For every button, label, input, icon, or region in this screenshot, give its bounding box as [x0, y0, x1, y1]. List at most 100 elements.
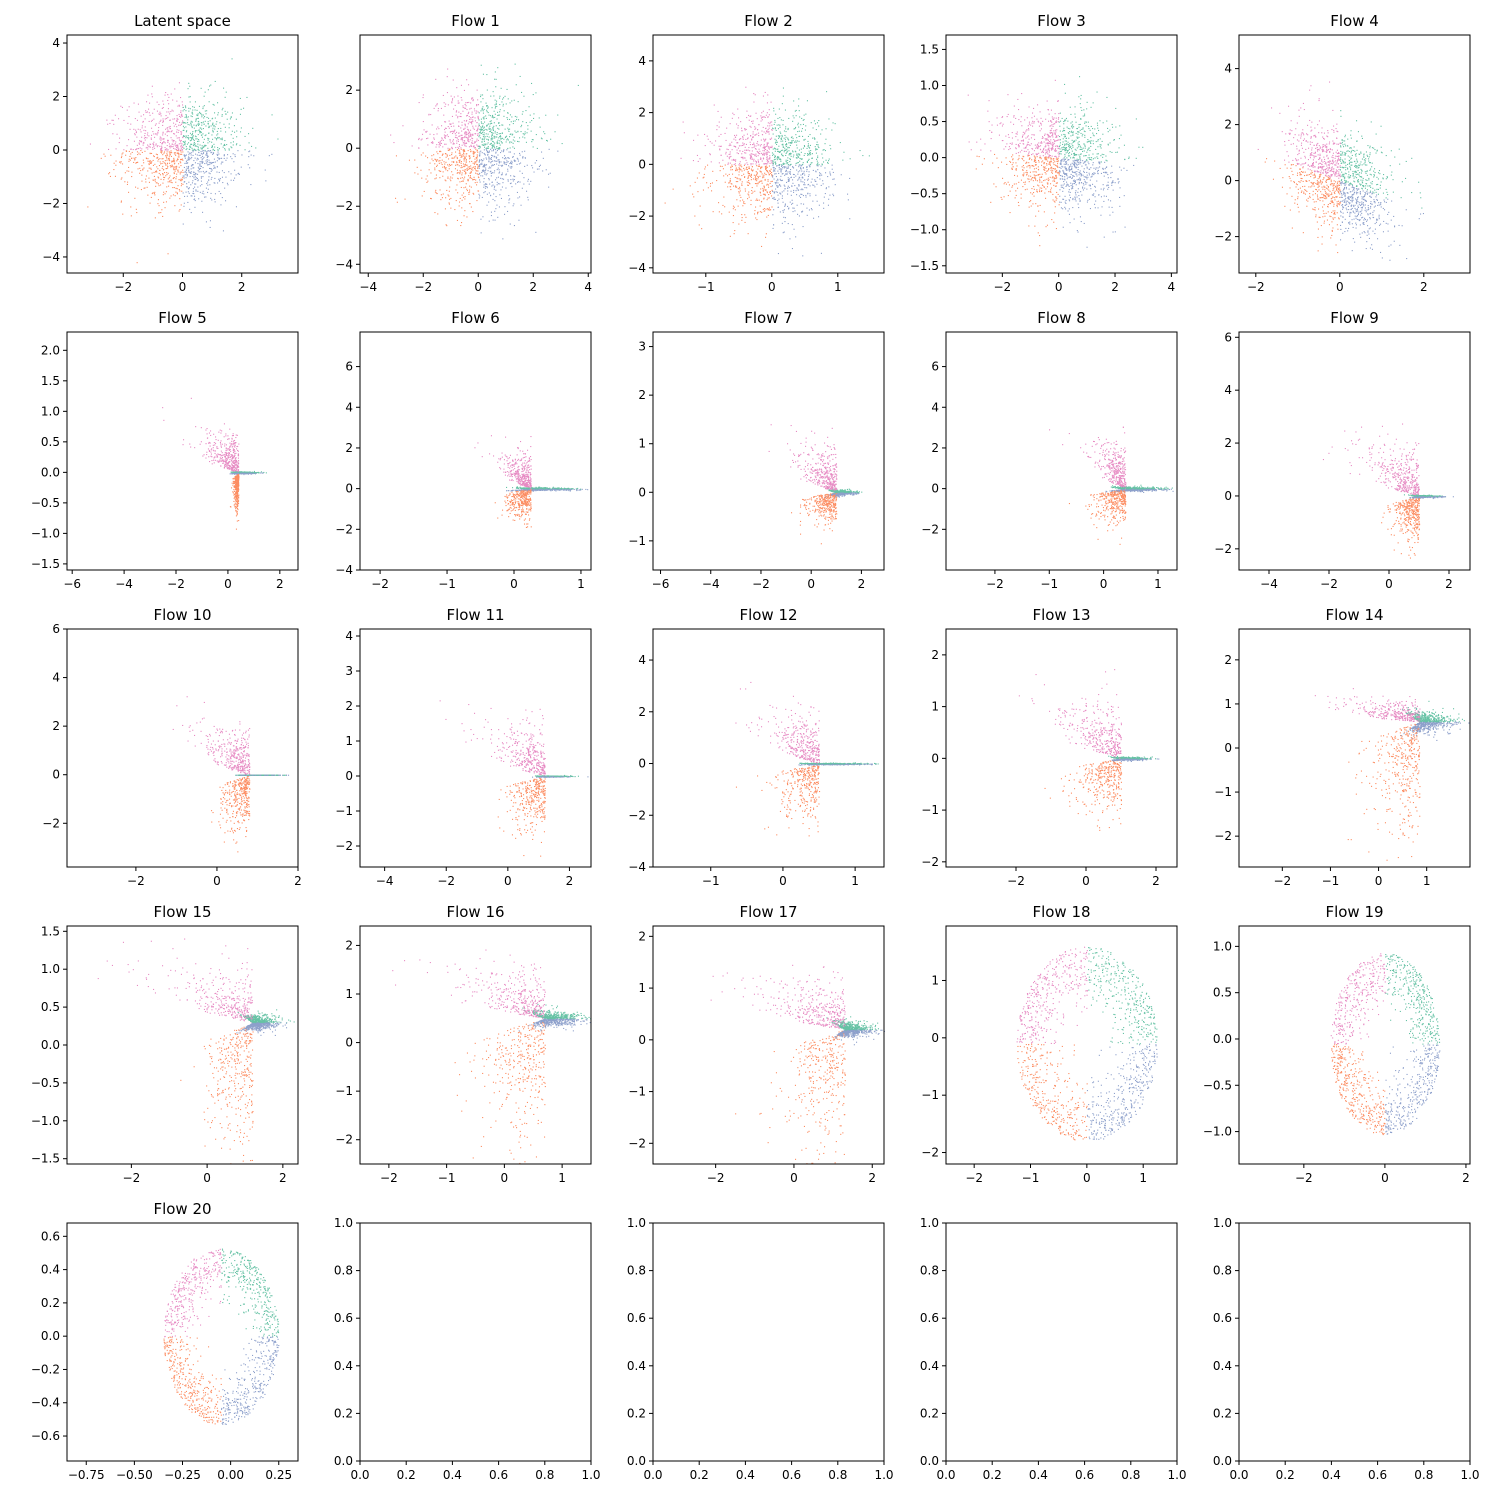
scatter-point: [206, 154, 208, 156]
scatter-point: [147, 132, 149, 134]
scatter-point: [131, 176, 133, 178]
scatter-point: [194, 130, 196, 132]
scatter-point: [506, 117, 508, 119]
scatter-point: [1112, 126, 1114, 128]
scatter-point: [206, 110, 208, 112]
scatter-point: [133, 161, 135, 163]
scatter-point: [777, 200, 779, 202]
scatter-point: [439, 157, 441, 159]
scatter-point: [474, 141, 476, 143]
scatter-point: [490, 161, 492, 163]
scatter-point: [785, 161, 787, 163]
scatter-point: [577, 84, 579, 86]
scatter-point: [165, 128, 167, 130]
scatter-point: [474, 147, 476, 149]
scatter-point: [468, 146, 470, 148]
scatter-point: [444, 167, 446, 169]
scatter-point: [802, 135, 804, 137]
scatter-point: [197, 166, 199, 168]
scatter-point: [500, 161, 502, 163]
scatter-point: [741, 184, 743, 186]
scatter-point: [164, 118, 166, 120]
scatter-point: [174, 153, 176, 155]
scatter-point: [738, 145, 740, 147]
scatter-point: [758, 124, 760, 126]
scatter-point: [1031, 117, 1033, 119]
scatter-point: [494, 78, 496, 80]
scatter-point: [754, 128, 756, 130]
scatter-point: [201, 114, 203, 116]
scatter-point: [139, 129, 141, 131]
scatter-point: [433, 107, 435, 109]
scatter-point: [1064, 140, 1066, 142]
scatter-point: [1041, 190, 1043, 192]
scatter-point: [507, 138, 509, 140]
scatter-point: [743, 143, 745, 145]
scatter-point: [1065, 152, 1067, 154]
scatter-point: [149, 202, 151, 204]
scatter-point: [721, 213, 723, 215]
scatter-point: [184, 154, 186, 156]
scatter-point: [154, 217, 156, 219]
scatter-point: [511, 161, 513, 163]
scatter-point: [780, 132, 782, 134]
scatter-point: [170, 93, 172, 95]
scatter-point: [787, 138, 789, 140]
scatter-point: [970, 149, 972, 151]
scatter-point: [796, 144, 798, 146]
scatter-point: [143, 141, 145, 143]
scatter-point: [1106, 184, 1108, 186]
scatter-point: [802, 162, 804, 164]
scatter-point: [772, 127, 774, 129]
scatter-point: [1078, 131, 1080, 133]
scatter-point: [191, 138, 193, 140]
scatter-point: [158, 113, 160, 115]
scatter-point: [174, 133, 176, 135]
scatter-point: [756, 198, 758, 200]
scatter-point: [790, 137, 792, 139]
scatter-point: [147, 160, 149, 162]
scatter-point: [430, 197, 432, 199]
scatter-point: [1073, 140, 1075, 142]
scatter-point: [1006, 116, 1008, 118]
scatter-point: [757, 168, 759, 170]
scatter-point: [1082, 127, 1084, 129]
scatter-point: [477, 139, 479, 141]
scatter-point: [790, 142, 792, 144]
scatter-point: [1032, 153, 1034, 155]
scatter-point: [1001, 198, 1003, 200]
scatter-point: [157, 129, 159, 131]
scatter-point: [1051, 135, 1053, 137]
scatter-point: [166, 154, 168, 156]
scatter-point: [1054, 79, 1056, 81]
x-tick-label: 1: [834, 280, 842, 294]
scatter-point: [755, 217, 757, 219]
scatter-point: [464, 169, 466, 171]
scatter-point: [478, 177, 480, 179]
scatter-point: [435, 146, 437, 148]
scatter-point: [786, 148, 788, 150]
scatter-point: [498, 169, 500, 171]
scatter-point: [169, 162, 171, 164]
scatter-point: [1109, 151, 1111, 153]
scatter-point: [777, 194, 779, 196]
scatter-point: [803, 184, 805, 186]
scatter-point: [483, 149, 485, 151]
scatter-point: [224, 126, 226, 128]
scatter-point: [164, 162, 166, 164]
scatter-point: [734, 230, 736, 232]
scatter-point: [502, 238, 504, 240]
scatter-point: [767, 170, 769, 172]
scatter-point: [1040, 158, 1042, 160]
scatter-point: [489, 125, 491, 127]
scatter-point: [745, 138, 747, 140]
scatter-point: [506, 135, 508, 137]
scatter-point: [1037, 205, 1039, 207]
scatter-point: [755, 171, 757, 173]
scatter-point: [147, 144, 149, 146]
scatter-point: [729, 123, 731, 125]
scatter-point: [207, 188, 209, 190]
scatter-point: [1084, 136, 1086, 138]
scatter-point: [496, 181, 498, 183]
scatter-point: [521, 172, 523, 174]
